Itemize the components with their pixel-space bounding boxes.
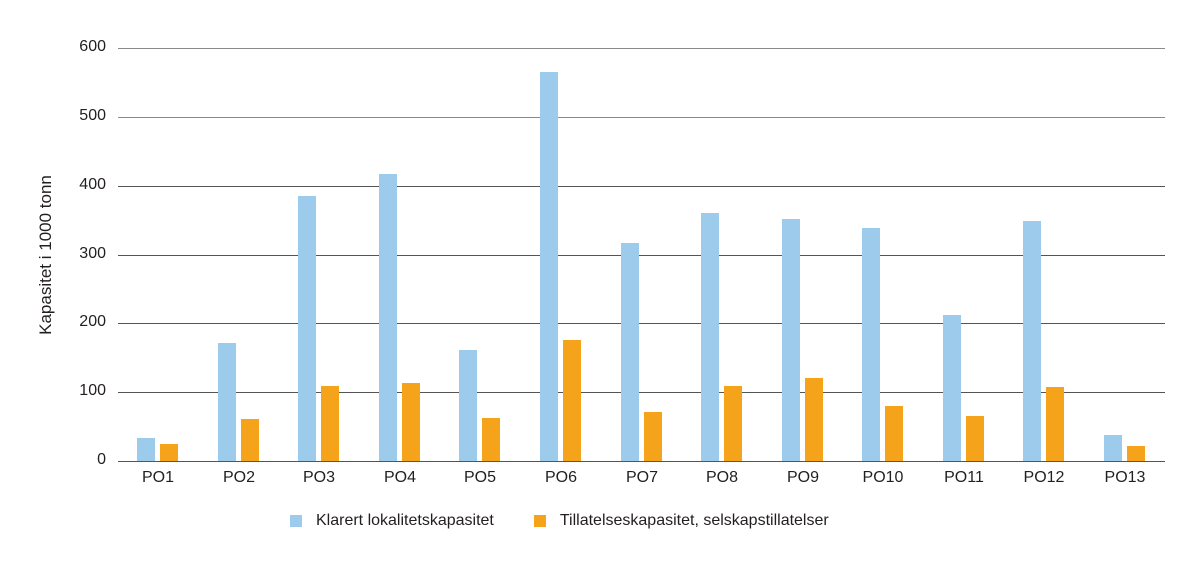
bar-po8-series-1 (701, 213, 719, 461)
legend-swatch-blue (290, 515, 302, 527)
legend-label: Tillatelseskapasitet, selskapstillatelse… (559, 512, 829, 529)
x-tick-label: PO11 (944, 469, 984, 486)
x-tick-label: PO7 (625, 469, 658, 486)
bar-po9-series-2 (805, 378, 823, 461)
bar-po13-series-2 (1127, 446, 1145, 461)
legend-item-klarert: Klarert lokalitetskapasitet (290, 512, 494, 530)
bar-po2-series-1 (218, 343, 236, 461)
x-tick-label: PO1 (141, 469, 174, 486)
bar-po11-series-1 (943, 315, 961, 461)
x-tick-label: PO3 (302, 469, 335, 486)
bar-po9-series-1 (782, 219, 800, 461)
legend-swatch-orange (533, 515, 546, 527)
y-tick-label: 100 (79, 382, 106, 399)
y-tick-label: 600 (79, 38, 106, 55)
x-tick-label: PO6 (544, 469, 577, 486)
y-tick-label: 200 (79, 313, 106, 330)
bar-po12-series-2 (1046, 387, 1064, 461)
y-tick-label: 500 (79, 107, 106, 124)
bar-po3-series-1 (298, 196, 316, 461)
bar-po8-series-2 (724, 386, 742, 461)
bar-po7-series-1 (621, 243, 639, 461)
x-tick-label: PO4 (383, 469, 416, 486)
bar-po6-series-2 (563, 340, 581, 461)
gridline (118, 117, 1165, 118)
bar-po11-series-2 (966, 416, 984, 461)
gridline (118, 48, 1165, 49)
gridline (118, 186, 1165, 187)
legend-label: Klarert lokalitetskapasitet (316, 512, 494, 529)
bar-po12-series-1 (1023, 221, 1041, 461)
x-tick-label: PO8 (705, 469, 738, 486)
legend: Klarert lokalitetskapasitet Tillatelsesk… (290, 512, 869, 530)
y-tick-label: 0 (97, 451, 106, 468)
bar-po4-series-2 (402, 383, 420, 461)
x-tick-label: PO10 (862, 469, 904, 486)
legend-item-tillatelse: Tillatelseskapasitet, selskapstillatelse… (533, 512, 829, 530)
bar-po13-series-1 (1104, 435, 1122, 461)
x-tick-label: PO9 (786, 469, 819, 486)
bar-po1-series-2 (160, 444, 178, 461)
x-tick-label: PO12 (1023, 469, 1065, 486)
gridline (118, 323, 1165, 324)
gridline (118, 461, 1165, 462)
bar-po10-series-2 (885, 406, 903, 461)
y-tick-label: 300 (79, 245, 106, 262)
bar-po4-series-1 (379, 174, 397, 461)
x-tick-label: PO13 (1104, 469, 1146, 486)
bar-po5-series-2 (482, 418, 500, 461)
bar-po3-series-2 (321, 386, 339, 461)
y-tick-label: 400 (79, 176, 106, 193)
x-tick-label: PO2 (222, 469, 255, 486)
x-tick-label: PO5 (463, 469, 496, 486)
bar-po1-series-1 (137, 438, 155, 461)
bar-po5-series-1 (459, 350, 477, 461)
bar-po6-series-1 (540, 72, 558, 461)
gridline (118, 392, 1165, 393)
bar-po7-series-2 (644, 412, 662, 461)
bar-po10-series-1 (862, 228, 880, 461)
gridline (118, 255, 1165, 256)
bar-po2-series-2 (241, 419, 259, 461)
